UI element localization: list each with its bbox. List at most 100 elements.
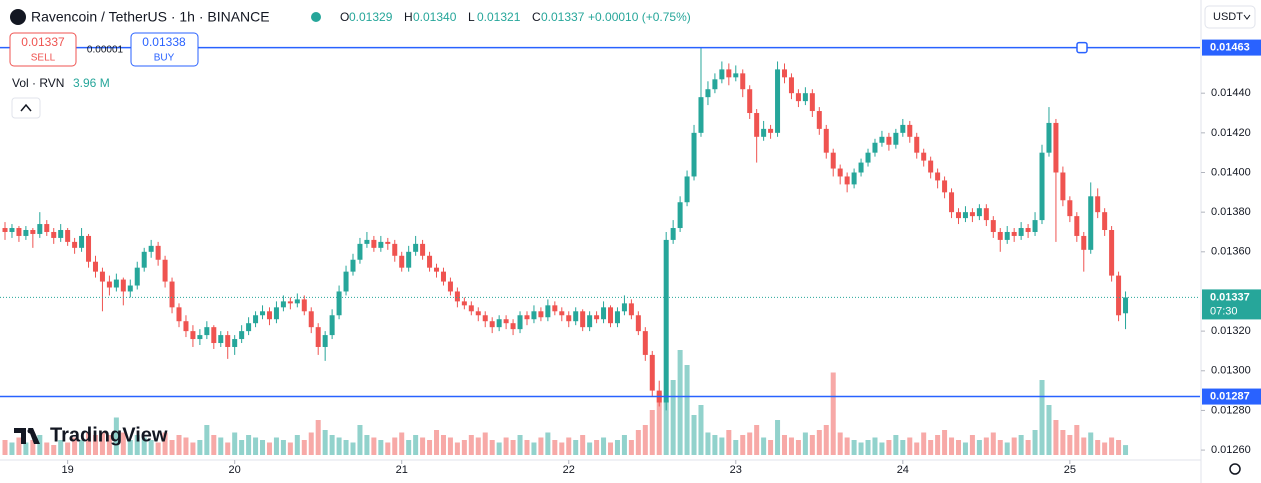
candle-body bbox=[162, 259, 168, 282]
volume-bar bbox=[608, 442, 614, 455]
volume-bar bbox=[9, 442, 15, 455]
candle-body bbox=[9, 228, 15, 232]
candle-body bbox=[962, 212, 968, 219]
volume-bar bbox=[1060, 430, 1066, 455]
candle-body bbox=[503, 319, 509, 324]
volume-bar bbox=[280, 440, 286, 455]
volume-bar bbox=[385, 442, 391, 455]
candle-body bbox=[246, 323, 252, 332]
candle-body bbox=[1018, 228, 1024, 236]
volume-bar bbox=[350, 442, 356, 455]
candle-body bbox=[204, 327, 210, 336]
candle-body bbox=[440, 271, 446, 282]
candle-body bbox=[642, 331, 648, 355]
candle-body bbox=[851, 172, 857, 185]
candle-body bbox=[273, 307, 279, 320]
volume-bar bbox=[566, 437, 572, 455]
volume-bar bbox=[921, 432, 927, 455]
volume-bar bbox=[51, 445, 57, 455]
volume-bar bbox=[656, 392, 662, 455]
y-tick-label: 0.01260 bbox=[1211, 444, 1251, 456]
candle-body bbox=[1053, 122, 1059, 173]
buy-button[interactable] bbox=[130, 32, 199, 67]
candle-body bbox=[468, 305, 474, 312]
candle-body bbox=[392, 243, 398, 256]
volume-bar bbox=[879, 442, 885, 455]
ohlc-key: C bbox=[532, 10, 541, 24]
candle-body bbox=[489, 321, 495, 328]
volume-bar bbox=[475, 437, 481, 455]
line-handle[interactable] bbox=[1076, 41, 1088, 54]
volume-bar bbox=[92, 435, 98, 455]
volume-bar bbox=[1088, 432, 1094, 455]
candle-body bbox=[976, 208, 982, 217]
x-tick-label: 25 bbox=[1064, 464, 1076, 476]
volume-title: Vol · RVN bbox=[12, 76, 64, 90]
volume-bar bbox=[677, 350, 683, 455]
candle-body bbox=[858, 162, 864, 173]
candle-body bbox=[614, 311, 620, 324]
ohlc-value: 0.01340 bbox=[413, 10, 457, 24]
volume-bar bbox=[928, 440, 934, 455]
candle-body bbox=[1074, 216, 1080, 236]
volume-bar bbox=[413, 435, 419, 455]
volume-bar bbox=[364, 435, 370, 455]
candle-body bbox=[921, 152, 927, 161]
candle-body bbox=[120, 279, 126, 292]
volume-bar bbox=[427, 440, 433, 455]
candle-body bbox=[733, 73, 739, 78]
candle-body bbox=[1123, 297, 1129, 314]
candle-body bbox=[795, 93, 801, 102]
candle-body bbox=[510, 323, 516, 330]
volume-bar bbox=[761, 437, 767, 455]
volume-bar bbox=[559, 442, 565, 455]
tv-logo: TradingView bbox=[14, 424, 168, 446]
header-bg bbox=[0, 5, 700, 31]
volume-bar bbox=[587, 442, 593, 455]
volume-bar bbox=[844, 437, 850, 455]
volume-bar bbox=[837, 432, 843, 455]
volume-bar bbox=[294, 435, 300, 455]
volume-bar bbox=[621, 435, 627, 455]
candle-body bbox=[1067, 200, 1073, 217]
currency-button[interactable] bbox=[1204, 5, 1256, 29]
settings-icon[interactable] bbox=[1229, 463, 1241, 475]
volume-bar bbox=[698, 405, 704, 455]
ohlc-key: O bbox=[340, 10, 349, 24]
market-status[interactable] bbox=[311, 12, 321, 22]
sell-button[interactable] bbox=[9, 32, 77, 67]
volume-bar bbox=[788, 437, 794, 455]
x-tick-label: 24 bbox=[897, 464, 909, 476]
candle-body bbox=[1039, 152, 1045, 221]
volume-bar bbox=[670, 380, 676, 455]
candle-body bbox=[364, 239, 370, 244]
volume-bar bbox=[23, 442, 29, 455]
countdown: 07:30 bbox=[1210, 305, 1238, 317]
collapse-button[interactable] bbox=[11, 97, 41, 119]
volume-bar bbox=[872, 437, 878, 455]
collapse-icon bbox=[20, 103, 32, 112]
candle-body bbox=[23, 230, 29, 236]
candle-body bbox=[969, 212, 975, 217]
y-tick-label: 0.01360 bbox=[1211, 246, 1251, 258]
volume-bar bbox=[1067, 435, 1073, 455]
candle-body bbox=[726, 69, 732, 78]
spread: 0.00001 bbox=[87, 45, 124, 56]
volume-bar bbox=[127, 440, 133, 455]
y-tick-label: 0.01440 bbox=[1211, 87, 1251, 99]
volume-bar bbox=[740, 435, 746, 455]
volume-bar bbox=[2, 440, 8, 455]
candle-body bbox=[51, 231, 57, 238]
candle-body bbox=[239, 331, 245, 340]
volume-bar bbox=[308, 432, 314, 455]
volume-bar bbox=[329, 435, 335, 455]
volume-bar bbox=[949, 437, 955, 455]
candle-body bbox=[1081, 235, 1087, 250]
volume-bar bbox=[663, 400, 669, 455]
candle-body bbox=[1088, 196, 1094, 250]
volume-bar bbox=[705, 432, 711, 455]
candle-body bbox=[183, 321, 189, 332]
volume-bar bbox=[482, 432, 488, 455]
candle-body bbox=[955, 212, 962, 219]
